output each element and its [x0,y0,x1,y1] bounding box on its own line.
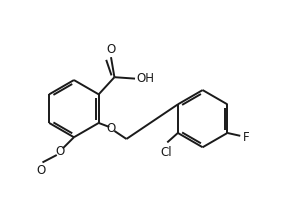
Text: Cl: Cl [160,146,172,159]
Text: O: O [56,145,65,158]
Text: O: O [106,122,115,135]
Text: OH: OH [136,72,154,85]
Text: O: O [106,43,115,56]
Text: O: O [36,164,46,177]
Text: F: F [243,131,250,144]
